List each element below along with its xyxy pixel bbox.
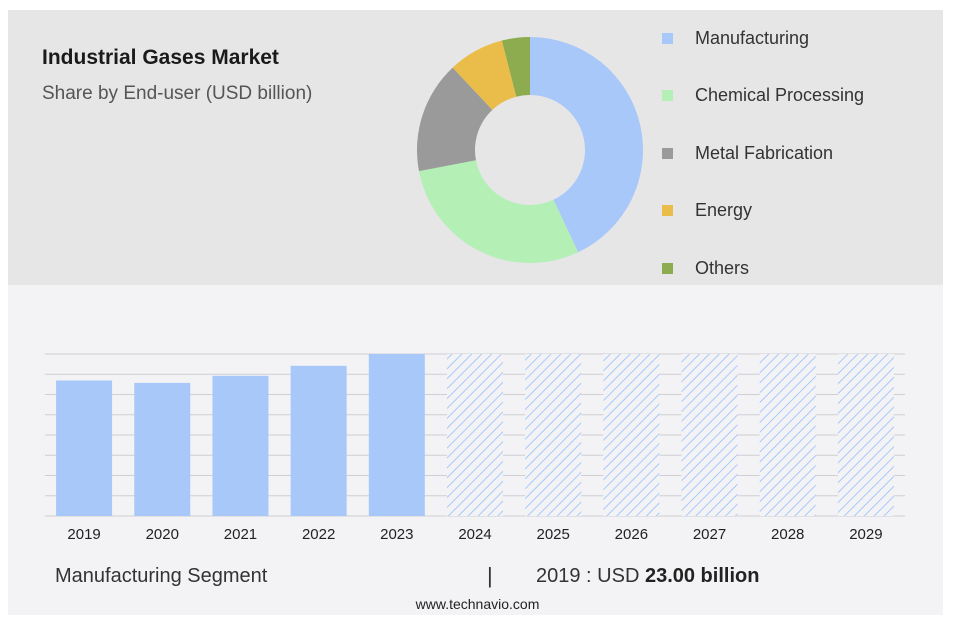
x-tick-label-2022: 2022 bbox=[302, 526, 335, 543]
x-tick-label-2024: 2024 bbox=[458, 526, 491, 543]
footer-separator: | bbox=[487, 563, 493, 588]
forecast-bar-2028 bbox=[759, 354, 816, 516]
legend-label: Manufacturing bbox=[695, 27, 810, 48]
legend-item-metal-fabrication: Metal Fabrication bbox=[662, 141, 833, 165]
forecast-bar-2025 bbox=[525, 354, 582, 516]
chart-subtitle: Share by End-user (USD billion) bbox=[42, 83, 313, 104]
source-url[interactable]: www.technavio.com bbox=[415, 596, 540, 612]
legend-swatch bbox=[662, 205, 673, 216]
chart-title: Industrial Gases Market bbox=[42, 46, 279, 69]
legend-swatch bbox=[662, 90, 673, 101]
segment-label: Manufacturing Segment bbox=[55, 565, 268, 587]
bar-2022 bbox=[290, 365, 347, 516]
bar-2021 bbox=[212, 375, 269, 516]
donut-slice-chemical-processing bbox=[419, 160, 579, 263]
x-tick-label-2020: 2020 bbox=[146, 526, 179, 543]
footer-value-amount: 23.00 billion bbox=[644, 565, 760, 587]
forecast-bar-2024 bbox=[447, 354, 503, 516]
legend-item-chemical-processing: Chemical Processing bbox=[662, 84, 864, 108]
footer-year-label: 2019 : USD bbox=[536, 565, 640, 587]
donut-slice-energy bbox=[452, 40, 517, 110]
donut-slice-metal-fabrication bbox=[417, 67, 493, 172]
legend-item-manufacturing: Manufacturing bbox=[662, 26, 809, 50]
legend-label: Others bbox=[695, 257, 750, 278]
forecast-bar-2029 bbox=[837, 354, 894, 516]
legend-label: Chemical Processing bbox=[695, 85, 865, 105]
forecast-bar-2027 bbox=[681, 354, 738, 516]
donut-slice-others bbox=[501, 37, 530, 97]
x-tick-label-2026: 2026 bbox=[615, 526, 648, 543]
x-tick-label-2028: 2028 bbox=[771, 526, 804, 543]
x-tick-label-2029: 2029 bbox=[849, 526, 882, 543]
forecast-bar-2026 bbox=[603, 354, 660, 516]
donut-slice-manufacturing bbox=[530, 37, 643, 253]
bar-2023 bbox=[368, 354, 425, 516]
legend-label: Metal Fabrication bbox=[695, 142, 834, 163]
x-tick-label-2027: 2027 bbox=[693, 526, 726, 543]
x-tick-label-2019: 2019 bbox=[67, 526, 100, 543]
donut-chart bbox=[417, 37, 643, 263]
bar-2020 bbox=[134, 382, 191, 516]
legend-label: Energy bbox=[695, 200, 753, 220]
x-tick-label-2023: 2023 bbox=[380, 526, 413, 543]
bar-2019 bbox=[56, 380, 113, 516]
legend-swatch bbox=[662, 262, 673, 274]
legend-swatch bbox=[662, 32, 673, 44]
legend-item-energy: Energy bbox=[662, 199, 752, 223]
legend-swatch bbox=[662, 147, 673, 159]
footer-value: 2019 : USD 23.00 billion bbox=[536, 565, 759, 588]
bar-chart: 2019 2020 2021 2022 2023 2024 2025 2026 2027 2028… bbox=[45, 353, 905, 543]
x-tick-label-2021: 2021 bbox=[224, 526, 257, 543]
x-tick-label-2025: 2025 bbox=[536, 526, 569, 543]
legend-item-others: Others bbox=[662, 256, 749, 280]
